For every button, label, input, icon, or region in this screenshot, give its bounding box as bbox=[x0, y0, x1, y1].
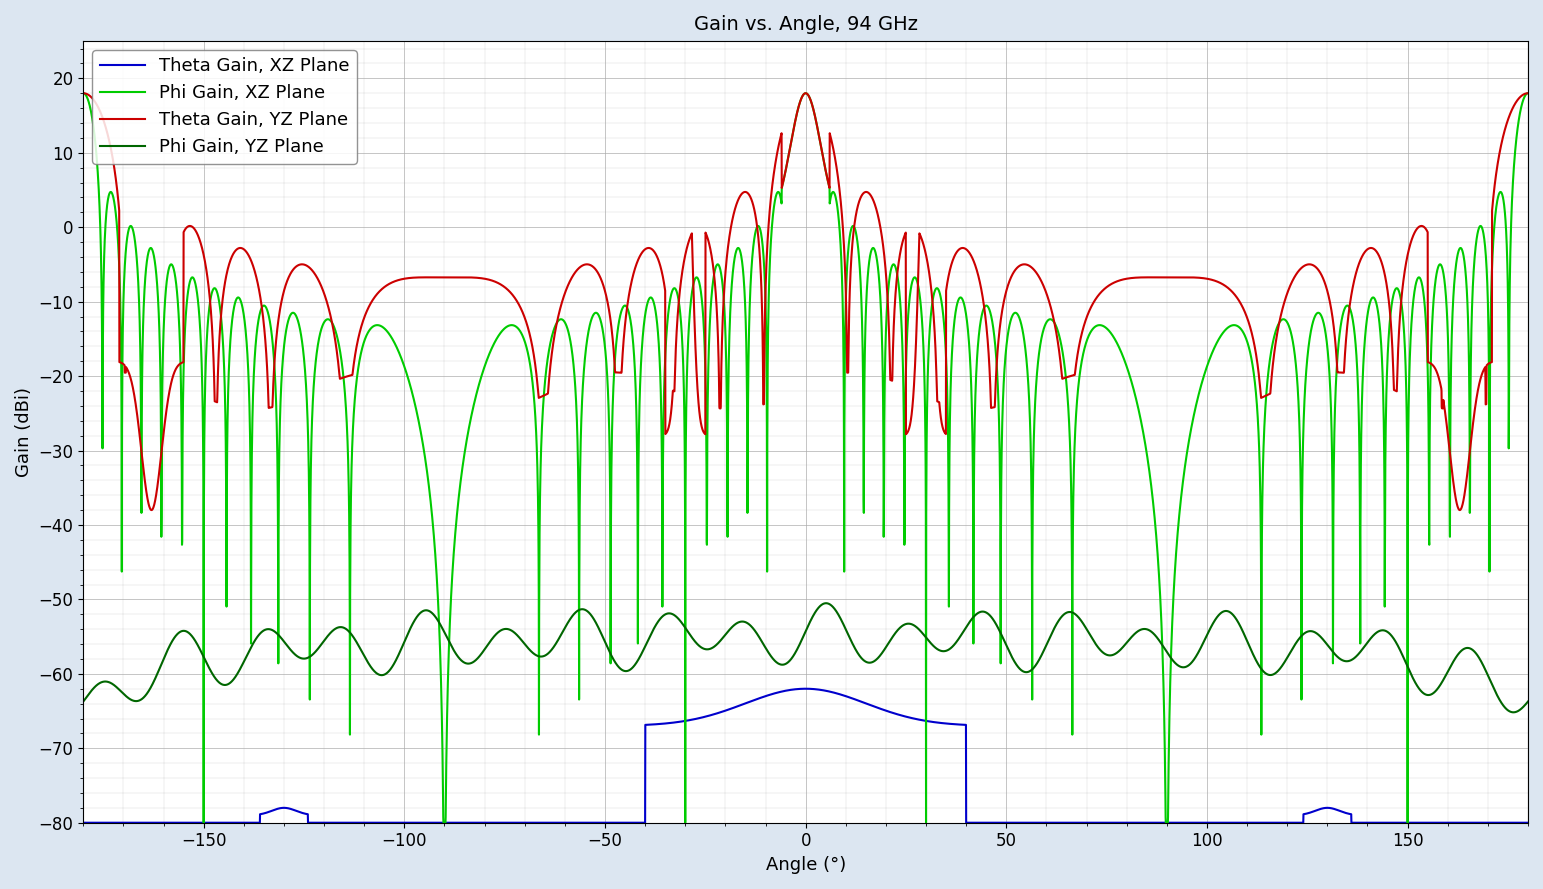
Phi Gain, XZ Plane bbox=[77, 90, 96, 100]
Theta Gain, XZ Plane bbox=[1409, 817, 1427, 828]
Line: Phi Gain, YZ Plane: Phi Gain, YZ Plane bbox=[83, 604, 1528, 712]
Phi Gain, XZ Plane bbox=[1133, 419, 1151, 429]
Legend: Theta Gain, XZ Plane, Phi Gain, XZ Plane, Theta Gain, YZ Plane, Phi Gain, YZ Pla: Theta Gain, XZ Plane, Phi Gain, XZ Plane… bbox=[93, 50, 356, 164]
Phi Gain, XZ Plane bbox=[194, 817, 213, 828]
Phi Gain, YZ Plane bbox=[826, 603, 844, 613]
Phi Gain, YZ Plane bbox=[1504, 707, 1523, 717]
Title: Gain vs. Angle, 94 GHz: Gain vs. Angle, 94 GHz bbox=[694, 15, 918, 34]
Line: Theta Gain, XZ Plane: Theta Gain, XZ Plane bbox=[83, 689, 1528, 822]
Theta Gain, XZ Plane bbox=[74, 817, 93, 828]
Theta Gain, YZ Plane bbox=[77, 88, 96, 99]
Theta Gain, YZ Plane bbox=[74, 88, 93, 99]
Theta Gain, YZ Plane bbox=[1518, 88, 1537, 99]
Phi Gain, XZ Plane bbox=[549, 316, 568, 326]
Phi Gain, YZ Plane bbox=[1409, 682, 1427, 693]
Phi Gain, YZ Plane bbox=[1004, 655, 1023, 666]
Theta Gain, XZ Plane bbox=[1133, 817, 1151, 828]
Theta Gain, XZ Plane bbox=[826, 687, 844, 698]
Phi Gain, XZ Plane bbox=[826, 188, 844, 198]
Phi Gain, XZ Plane bbox=[1518, 88, 1537, 99]
Theta Gain, YZ Plane bbox=[549, 310, 568, 321]
Phi Gain, YZ Plane bbox=[1133, 624, 1151, 635]
Phi Gain, XZ Plane bbox=[1004, 308, 1023, 319]
Phi Gain, YZ Plane bbox=[816, 598, 835, 609]
Theta Gain, XZ Plane bbox=[1518, 817, 1537, 828]
Phi Gain, XZ Plane bbox=[74, 88, 93, 99]
Theta Gain, YZ Plane bbox=[1409, 222, 1427, 233]
Phi Gain, YZ Plane bbox=[77, 693, 96, 703]
Phi Gain, YZ Plane bbox=[549, 635, 568, 645]
Theta Gain, XZ Plane bbox=[77, 817, 96, 828]
Theta Gain, XZ Plane bbox=[1004, 817, 1023, 828]
Y-axis label: Gain (dBi): Gain (dBi) bbox=[15, 387, 32, 477]
Theta Gain, YZ Plane bbox=[1004, 267, 1023, 277]
Theta Gain, YZ Plane bbox=[826, 148, 844, 158]
Line: Theta Gain, YZ Plane: Theta Gain, YZ Plane bbox=[83, 93, 1528, 510]
Theta Gain, YZ Plane bbox=[1133, 272, 1151, 283]
Theta Gain, XZ Plane bbox=[796, 684, 815, 694]
Theta Gain, XZ Plane bbox=[549, 817, 568, 828]
Phi Gain, YZ Plane bbox=[1518, 696, 1537, 707]
Line: Phi Gain, XZ Plane: Phi Gain, XZ Plane bbox=[83, 93, 1528, 822]
X-axis label: Angle (°): Angle (°) bbox=[765, 856, 846, 874]
Phi Gain, YZ Plane bbox=[74, 696, 93, 707]
Theta Gain, YZ Plane bbox=[142, 505, 160, 516]
Phi Gain, XZ Plane bbox=[1409, 273, 1427, 284]
